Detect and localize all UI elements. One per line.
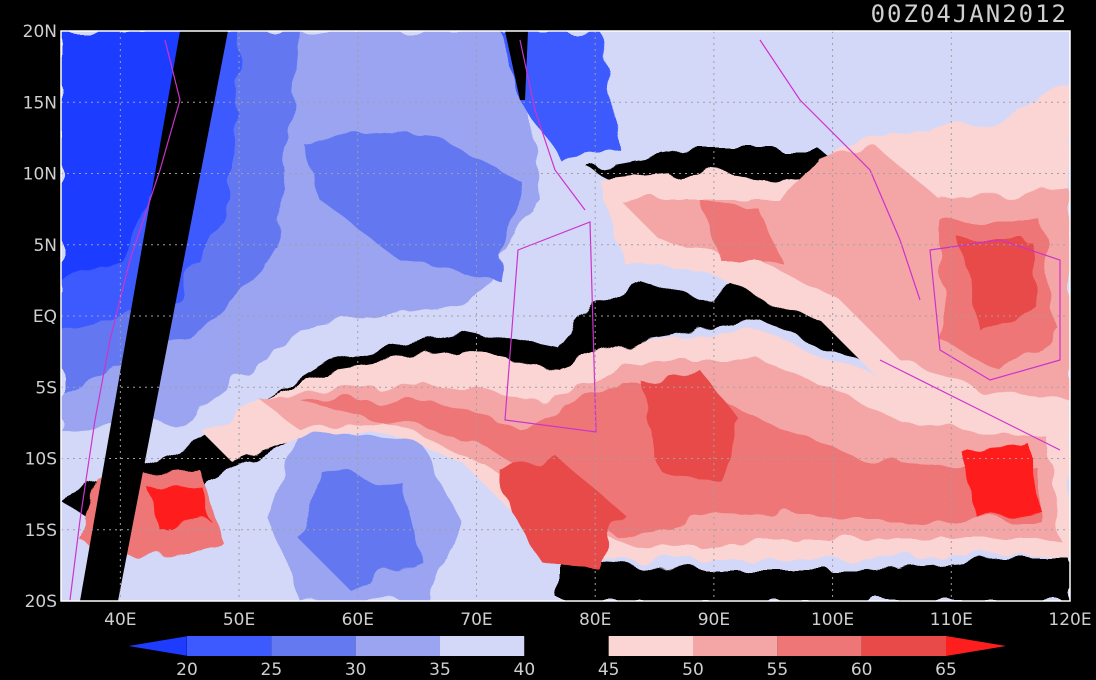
colorbar-segment	[440, 636, 525, 656]
lat-label: 20S	[25, 592, 57, 612]
colorbar-label: 60	[851, 660, 873, 680]
plot-frame	[60, 30, 1071, 602]
colorbar-segment	[187, 636, 272, 656]
colorbar-segment	[271, 636, 356, 656]
colorbar-high-arrow	[946, 636, 1006, 656]
lon-label: 50E	[223, 610, 255, 630]
colorbar-label: 35	[429, 660, 451, 680]
colorbar-label: 40	[514, 660, 536, 680]
lon-label: 70E	[460, 610, 492, 630]
colorbar-segment	[524, 636, 609, 656]
colorbar-label: 30	[345, 660, 367, 680]
lon-label: 80E	[579, 610, 611, 630]
lon-label: 100E	[811, 610, 854, 630]
lon-label: 40E	[104, 610, 136, 630]
lat-label: 15S	[25, 521, 57, 541]
colorbar-label: 50	[682, 660, 704, 680]
lat-label: 20N	[23, 22, 57, 42]
colorbar-labels: 20 25 30 35 40 45 50 55 60 65	[176, 660, 957, 680]
lat-lon-grid	[61, 31, 1070, 601]
lat-label: 10S	[25, 450, 57, 470]
colorbar-segment	[693, 636, 778, 656]
lat-label: 15N	[23, 93, 57, 113]
lon-label: 110E	[930, 610, 973, 630]
lat-label: 5N	[33, 236, 57, 256]
colorbar-segment	[861, 636, 946, 656]
latitude-labels: 20N 15N 10N 5N EQ 5S 10S 15S 20S	[23, 22, 57, 612]
lon-label: 120E	[1048, 610, 1091, 630]
longitude-labels: 40E 50E 60E 70E 80E 90E 100E 110E 120E	[104, 610, 1091, 630]
lat-label: 10N	[23, 165, 57, 185]
colorbar-label: 45	[598, 660, 620, 680]
colorbar-label: 65	[935, 660, 957, 680]
colorbar-label: 55	[767, 660, 789, 680]
colorbar-segment	[355, 636, 440, 656]
colorbar	[126, 635, 1006, 657]
colorbar-segment	[777, 636, 862, 656]
contour-field	[61, 31, 1070, 601]
timestamp: 00Z04JAN2012	[871, 0, 1068, 28]
lon-label: 60E	[342, 610, 374, 630]
colorbar-segment	[608, 636, 693, 656]
colorbar-label: 25	[261, 660, 283, 680]
colorbar-label: 20	[176, 660, 198, 680]
lat-label: EQ	[33, 307, 57, 327]
lon-label: 90E	[698, 610, 730, 630]
colorbar-low-arrow	[126, 635, 188, 657]
lat-label: 5S	[35, 378, 57, 398]
